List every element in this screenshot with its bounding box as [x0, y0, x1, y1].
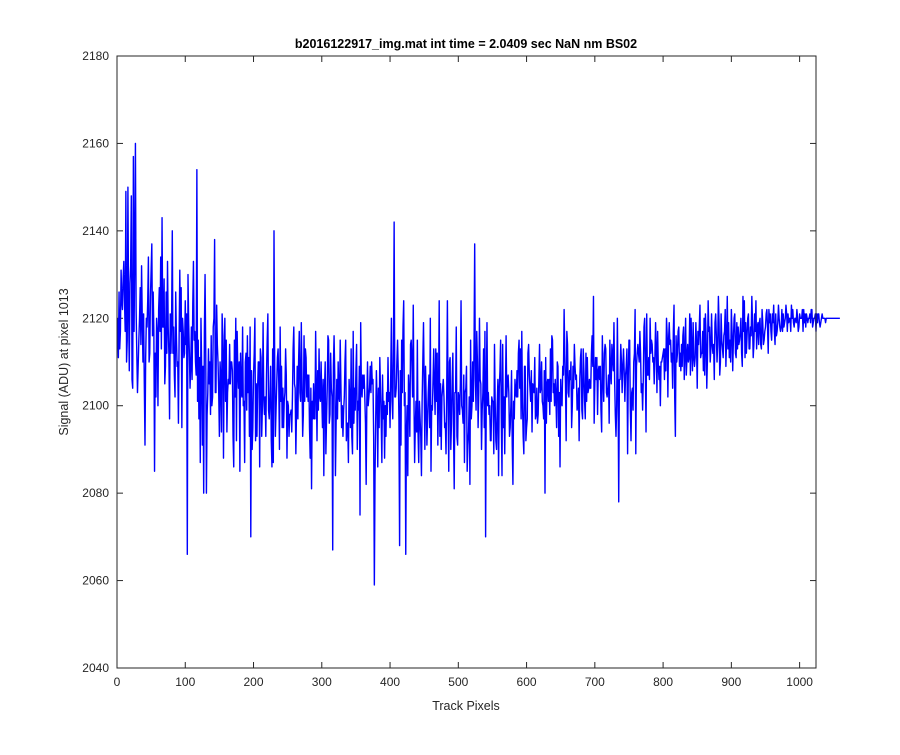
x-tick-label: 200	[244, 675, 264, 689]
chart-title: b2016122917_img.mat int time = 2.0409 se…	[295, 37, 637, 51]
series-line	[116, 142, 840, 586]
x-tick-label: 100	[175, 675, 195, 689]
y-tick-label: 2140	[82, 224, 109, 238]
x-tick-label: 1000	[786, 675, 813, 689]
y-tick-label: 2040	[82, 661, 109, 675]
tick-marks	[116, 55, 816, 669]
y-tick-label: 2120	[82, 311, 109, 325]
y-axis-label: Signal (ADU) at pixel 1013	[57, 288, 71, 435]
y-tick-label: 2080	[82, 486, 109, 500]
x-tick-label: 800	[653, 675, 673, 689]
y-tick-label: 2100	[82, 399, 109, 413]
plot-area	[117, 56, 816, 668]
x-tick-label: 500	[448, 675, 468, 689]
x-tick-label: 400	[380, 675, 400, 689]
x-tick-label: 600	[517, 675, 537, 689]
y-tick-label: 2060	[82, 574, 109, 588]
x-tick-label: 900	[721, 675, 741, 689]
y-tick-label: 2180	[82, 49, 109, 63]
x-tick-label: 0	[114, 675, 121, 689]
axes-box	[116, 55, 817, 669]
y-tick-label: 2160	[82, 136, 109, 150]
x-axis-label: Track Pixels	[432, 699, 500, 713]
tick-labels: 0 100 200 300 400 500 600 700 800 900 1000 2040 2060…	[82, 49, 813, 689]
x-tick-label: 700	[585, 675, 605, 689]
x-tick-label: 300	[312, 675, 332, 689]
